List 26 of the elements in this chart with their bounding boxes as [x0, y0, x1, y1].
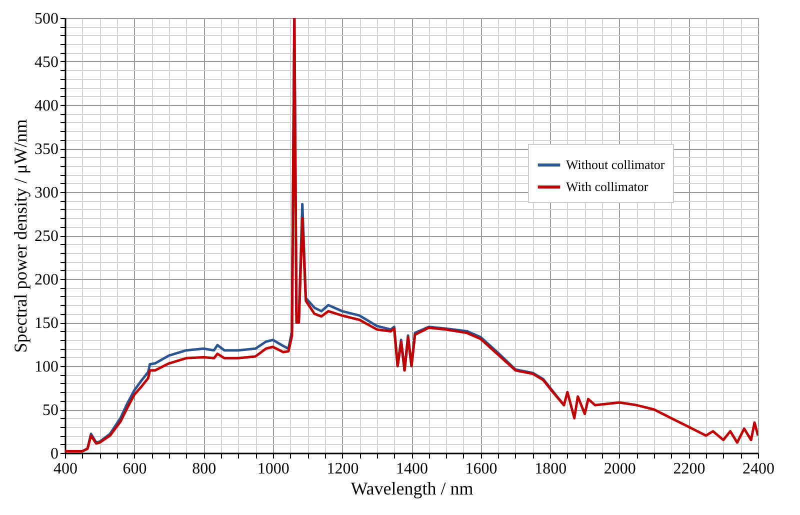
y-tick-label: 500: [34, 10, 58, 28]
x-tick-label: 2400: [742, 460, 774, 478]
x-tick-label: 1800: [534, 460, 567, 478]
y-tick-label: 450: [34, 54, 58, 71]
x-tick-label: 600: [122, 460, 147, 478]
x-tick-label: 1200: [326, 460, 359, 478]
y-tick-label: 50: [42, 402, 58, 419]
x-tick-label: 1600: [465, 460, 498, 478]
y-tick-label: 400: [34, 98, 58, 114]
x-tick-label: 1400: [396, 460, 428, 478]
y-tick-label: 150: [34, 315, 58, 332]
legend-label: Without collimator: [566, 157, 666, 172]
x-axis-title: Wavelength / nm: [350, 478, 474, 498]
y-tick-label: 200: [34, 272, 58, 288]
x-tick-label: 2200: [673, 460, 706, 478]
legend-label: With collimator: [566, 179, 649, 194]
x-tick-label: 1000: [257, 460, 290, 478]
y-tick-label: 350: [34, 141, 58, 158]
y-tick-label: 250: [34, 228, 58, 245]
y-axis-title: Spectral power density / μW/nm: [10, 119, 30, 353]
y-tick-label: 100: [34, 358, 58, 376]
x-tick-label: 2000: [604, 460, 636, 478]
y-tick-label: 0: [50, 446, 58, 462]
x-tick-label: 800: [192, 460, 216, 478]
y-tick-label: 300: [34, 184, 58, 202]
x-tick-label: 400: [54, 460, 78, 478]
